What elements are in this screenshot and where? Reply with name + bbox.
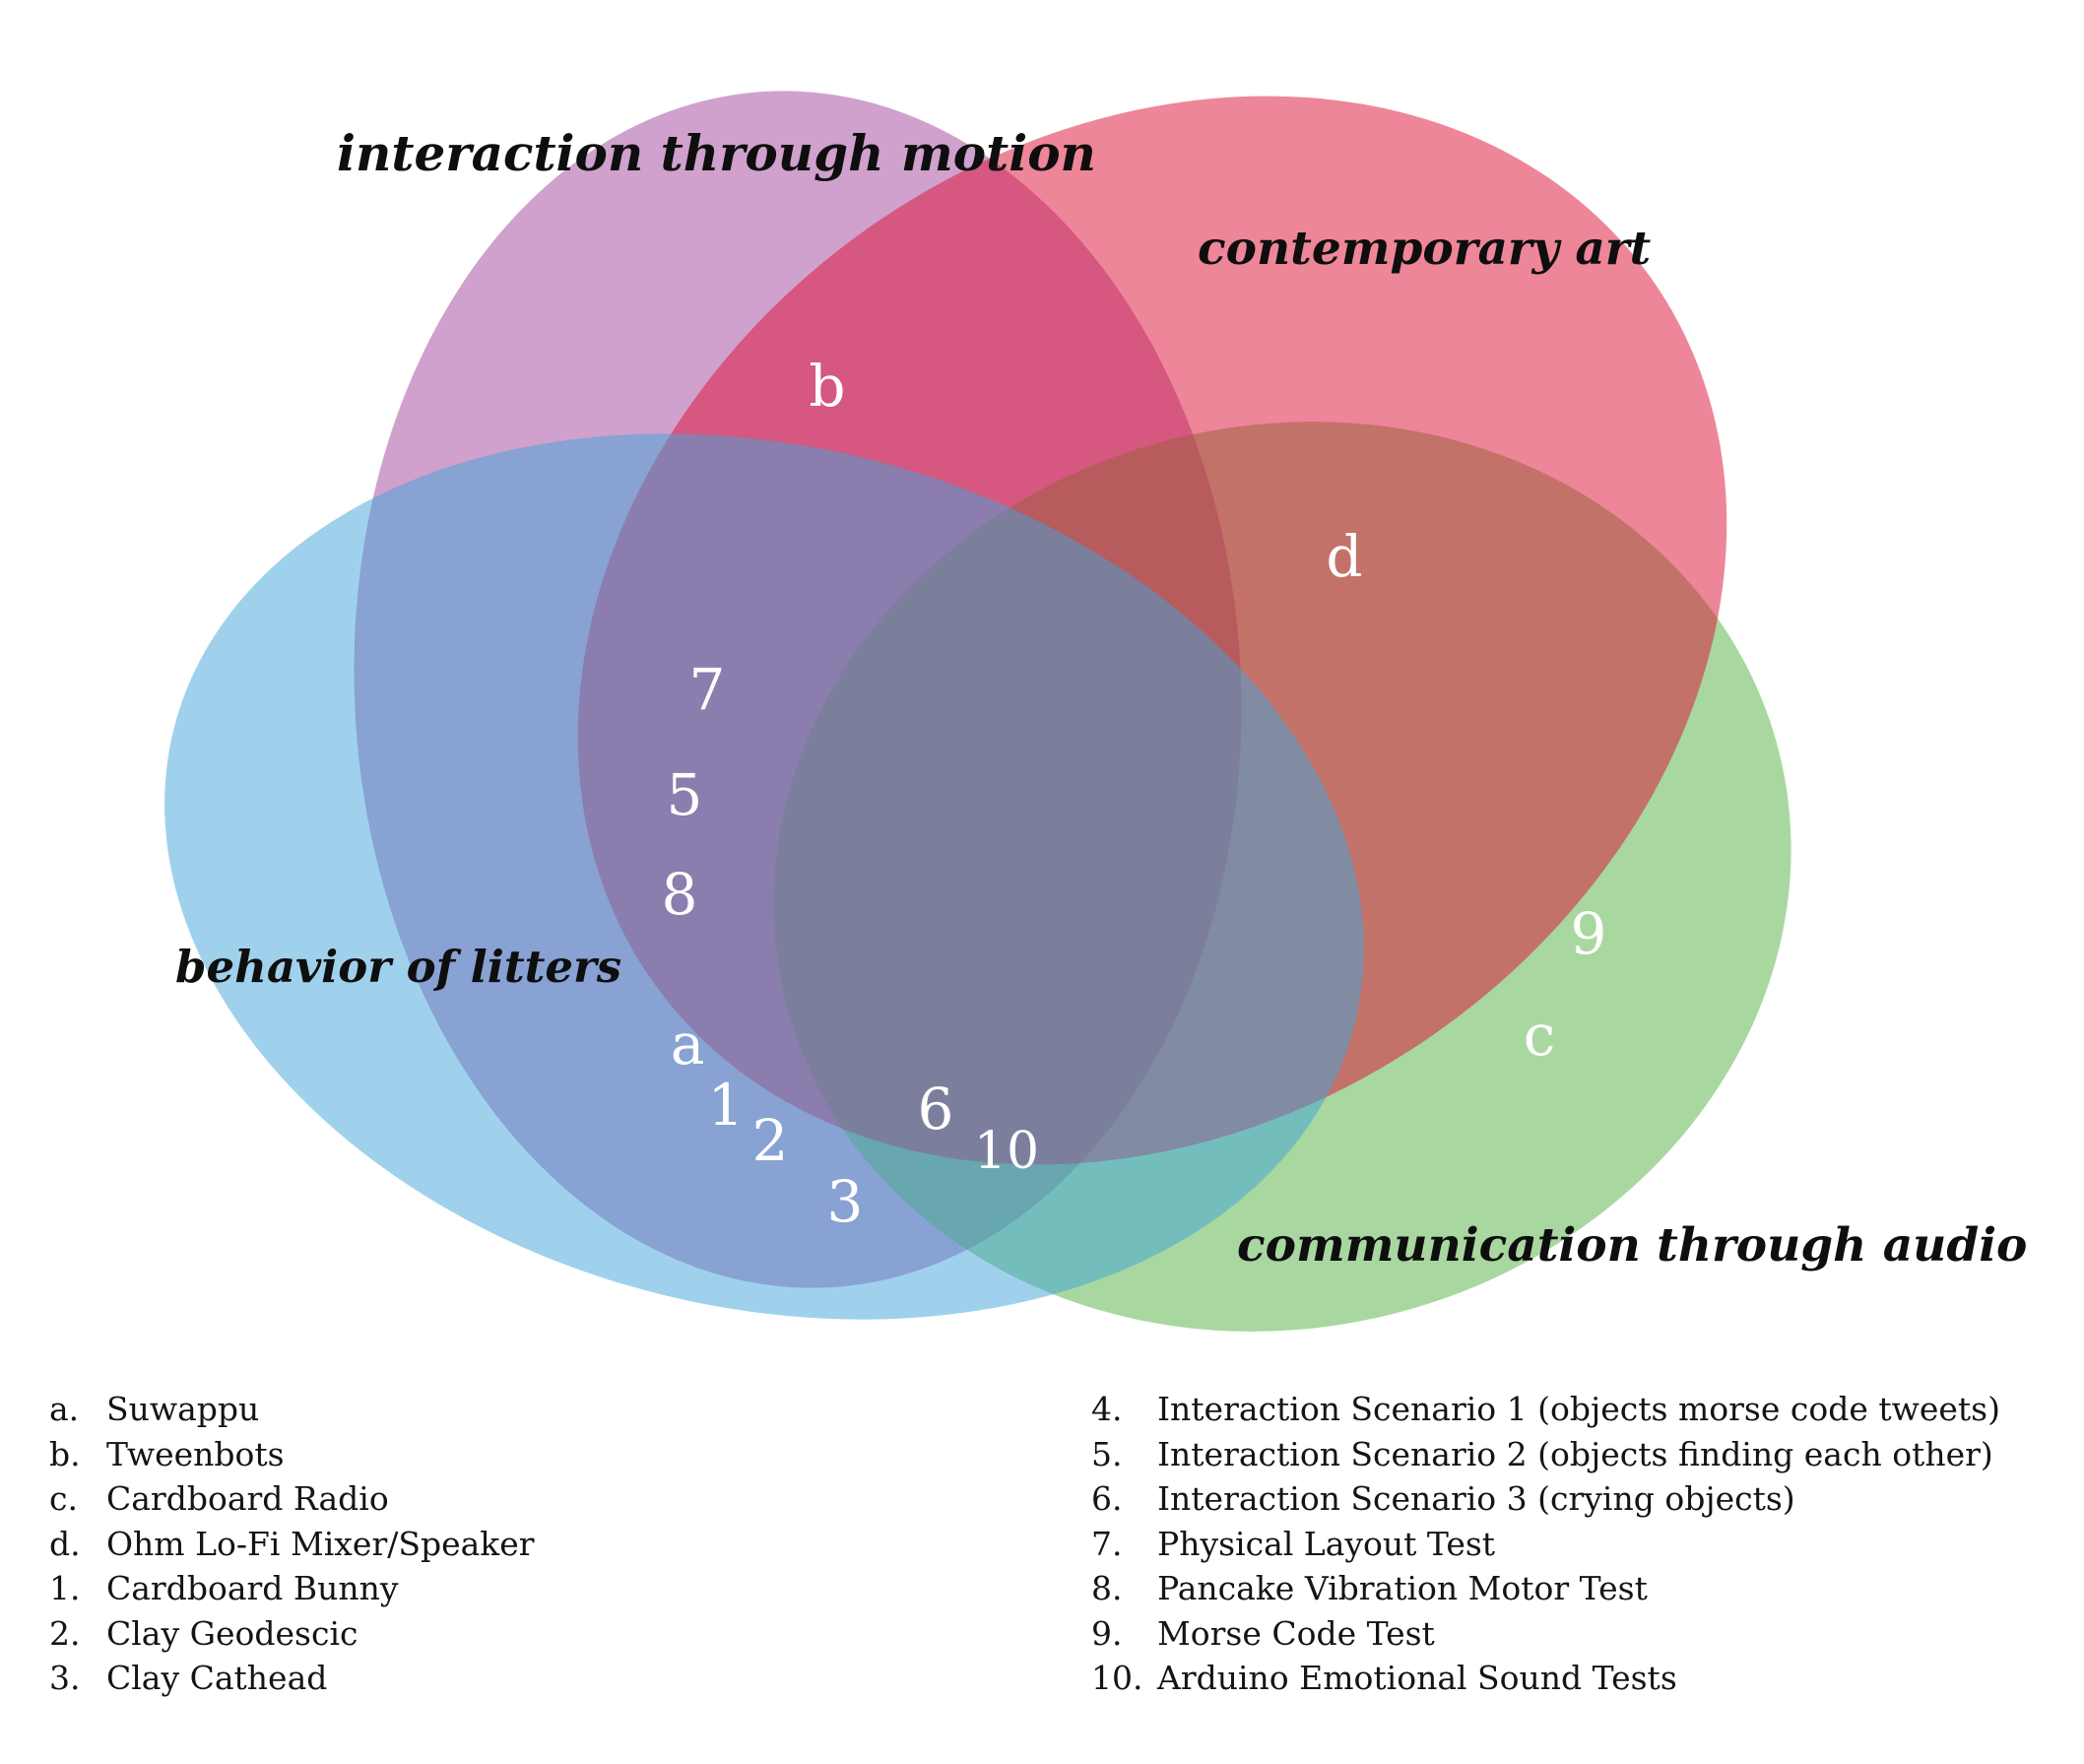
legend-left-column: a. Suwappu b. Tweenbots c. Cardboard Rad… <box>49 1387 535 1701</box>
region-marker-a: a <box>671 1011 705 1078</box>
legend-right-column: 4. Interaction Scenario 1 (objects morse… <box>1091 1387 2000 1701</box>
legend-key: 2. <box>49 1613 81 1653</box>
legend-label: Clay Geodescic <box>106 1613 358 1653</box>
region-marker-10: 10 <box>974 1122 1039 1181</box>
region-marker-c: c <box>1524 1002 1555 1069</box>
legend-label: Morse Code Test <box>1157 1613 1435 1653</box>
legend-label: Tweenbots <box>106 1434 285 1473</box>
legend-item: b. Tweenbots <box>49 1432 535 1477</box>
legend-key: 3. <box>49 1659 81 1697</box>
legend-label: Interaction Scenario 2 (objects finding … <box>1157 1434 1993 1473</box>
legend-item: 3. Clay Cathead <box>49 1656 535 1701</box>
legend-label: Interaction Scenario 3 (crying objects) <box>1157 1479 1795 1518</box>
region-marker-5: 5 <box>667 761 703 828</box>
legend-label: Cardboard Radio <box>106 1479 389 1518</box>
legend-item: d. Ohm Lo-Fi Mixer/Speaker <box>49 1522 535 1567</box>
legend-key: 7. <box>1091 1524 1123 1563</box>
region-marker-1: 1 <box>708 1072 745 1139</box>
legend-key: 4. <box>1091 1390 1123 1428</box>
region-markers: b d 7 5 8 a 1 2 3 6 10 9 c <box>662 353 1607 1235</box>
legend-key: 8. <box>1091 1569 1123 1607</box>
set-labels: interaction through motion contemporary … <box>175 124 2027 1273</box>
legend-key: 6. <box>1091 1479 1123 1518</box>
set-ellipses <box>164 91 1791 1332</box>
legend-key: 5. <box>1091 1434 1123 1473</box>
legend-key: b. <box>49 1434 81 1473</box>
legend-key: c. <box>49 1479 78 1518</box>
legend-key: 9. <box>1091 1613 1123 1653</box>
legend-label: Arduino Emotional Sound Tests <box>1157 1659 1677 1697</box>
region-marker-d: d <box>1326 523 1362 590</box>
set-label-art: contemporary art <box>1198 222 1652 276</box>
legend-item: 10. Arduino Emotional Sound Tests <box>1091 1656 2000 1701</box>
legend-label: Cardboard Bunny <box>106 1569 399 1607</box>
region-marker-6: 6 <box>918 1076 954 1143</box>
legend-label: Suwappu <box>106 1390 260 1428</box>
set-label-audio: communication through audio <box>1237 1218 2027 1273</box>
region-marker-7: 7 <box>689 656 726 723</box>
legend-item: 5. Interaction Scenario 2 (objects findi… <box>1091 1432 2000 1477</box>
legend-key: 10. <box>1091 1659 1143 1697</box>
legend-item: 4. Interaction Scenario 1 (objects morse… <box>1091 1387 2000 1432</box>
region-marker-b: b <box>809 353 845 420</box>
legend-key: d. <box>49 1524 81 1563</box>
legend-label: Ohm Lo-Fi Mixer/Speaker <box>106 1524 535 1563</box>
region-marker-8: 8 <box>662 861 698 928</box>
set-label-litters: behavior of litters <box>175 941 621 993</box>
legend-item: 2. Clay Geodescic <box>49 1611 535 1657</box>
legend-key: 1. <box>49 1569 81 1607</box>
legend-item: 9. Morse Code Test <box>1091 1611 2000 1657</box>
legend-label: Physical Layout Test <box>1157 1524 1496 1563</box>
region-marker-3: 3 <box>827 1168 864 1235</box>
legend-item: 6. Interaction Scenario 3 (crying object… <box>1091 1476 2000 1522</box>
legend-item: 1. Cardboard Bunny <box>49 1566 535 1611</box>
set-ellipse-litters <box>164 433 1364 1320</box>
legend-label: Clay Cathead <box>106 1659 328 1697</box>
legend-item: a. Suwappu <box>49 1387 535 1432</box>
set-label-motion: interaction through motion <box>337 124 1096 182</box>
legend-item: 8. Pancake Vibration Motor Test <box>1091 1566 2000 1611</box>
legend-item: c. Cardboard Radio <box>49 1476 535 1522</box>
legend-label: Interaction Scenario 1 (objects morse co… <box>1157 1390 2000 1428</box>
region-marker-9: 9 <box>1571 900 1607 967</box>
legend-key: a. <box>49 1390 80 1428</box>
legend-label: Pancake Vibration Motor Test <box>1157 1569 1648 1607</box>
legend-item: 7. Physical Layout Test <box>1091 1522 2000 1567</box>
region-marker-2: 2 <box>752 1107 789 1174</box>
